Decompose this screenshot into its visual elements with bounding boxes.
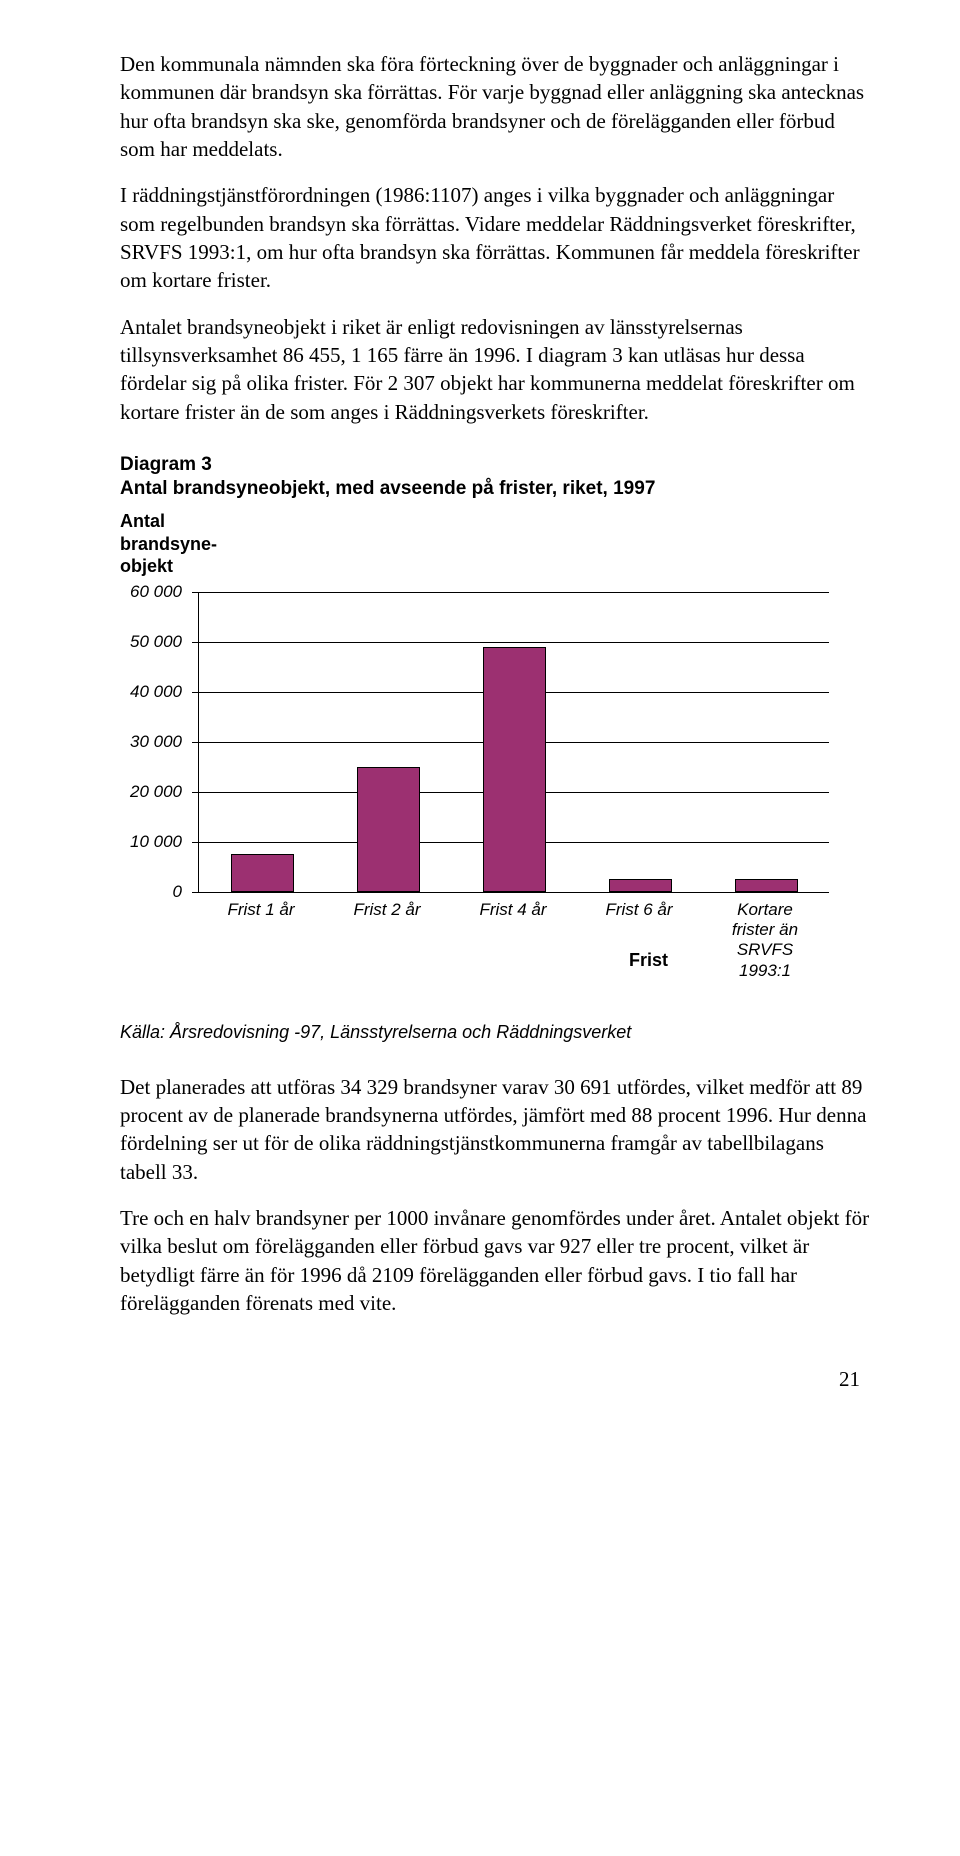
paragraph-5: Tre och en halv brandsyner per 1000 invå… — [120, 1204, 870, 1317]
paragraph-4: Det planerades att utföras 34 329 brands… — [120, 1073, 870, 1186]
x-tick-label: Frist 4 år — [450, 900, 576, 920]
chart-bar — [609, 879, 672, 892]
y-tick-label: 0 — [173, 882, 182, 902]
bar-chart: 010 00020 00030 00040 00050 00060 000 Fr… — [120, 592, 840, 952]
x-tick-label: Frist 2 år — [324, 900, 450, 920]
x-tick-label: Frist 1 år — [198, 900, 324, 920]
x-tick-label: Kortarefrister änSRVFS1993:1 — [702, 900, 828, 982]
grid-line — [199, 592, 829, 593]
y-axis-labels: 010 00020 00030 00040 00050 00060 000 — [120, 592, 190, 892]
y-tick — [192, 742, 199, 744]
y-tick-label: 60 000 — [130, 582, 182, 602]
chart-bar — [735, 879, 798, 892]
x-axis-title: Frist — [629, 950, 668, 971]
y-tick — [192, 642, 199, 644]
chart-bar — [483, 647, 546, 892]
y-tick — [192, 892, 199, 894]
y-tick — [192, 692, 199, 694]
y-tick-label: 10 000 — [130, 832, 182, 852]
y-tick — [192, 842, 199, 844]
y-tick — [192, 592, 199, 594]
paragraph-1: Den kommunala nämnden ska föra förteckni… — [120, 50, 870, 163]
x-tick-label: Frist 6 år — [576, 900, 702, 920]
chart-plot-area — [198, 592, 829, 893]
chart-source: Källa: Årsredovisning -97, Länsstyrelser… — [120, 1022, 870, 1043]
document-page: Den kommunala nämnden ska föra förteckni… — [0, 0, 960, 1432]
chart-bar — [357, 767, 420, 892]
y-tick-label: 50 000 — [130, 632, 182, 652]
chart-heading: Diagram 3 — [120, 454, 870, 476]
chart-bar — [231, 854, 294, 892]
page-number: 21 — [120, 1367, 870, 1392]
y-tick — [192, 792, 199, 794]
chart-subheading: Antal brandsyneobjekt, med avseende på f… — [120, 478, 870, 500]
y-tick-label: 20 000 — [130, 782, 182, 802]
grid-line — [199, 642, 829, 643]
y-tick-label: 40 000 — [130, 682, 182, 702]
y-axis-title: Antalbrandsyne-objekt — [120, 510, 870, 578]
y-tick-label: 30 000 — [130, 732, 182, 752]
paragraph-2: I räddningstjänstförordningen (1986:1107… — [120, 181, 870, 294]
paragraph-3: Antalet brandsyneobjekt i riket är enlig… — [120, 313, 870, 426]
